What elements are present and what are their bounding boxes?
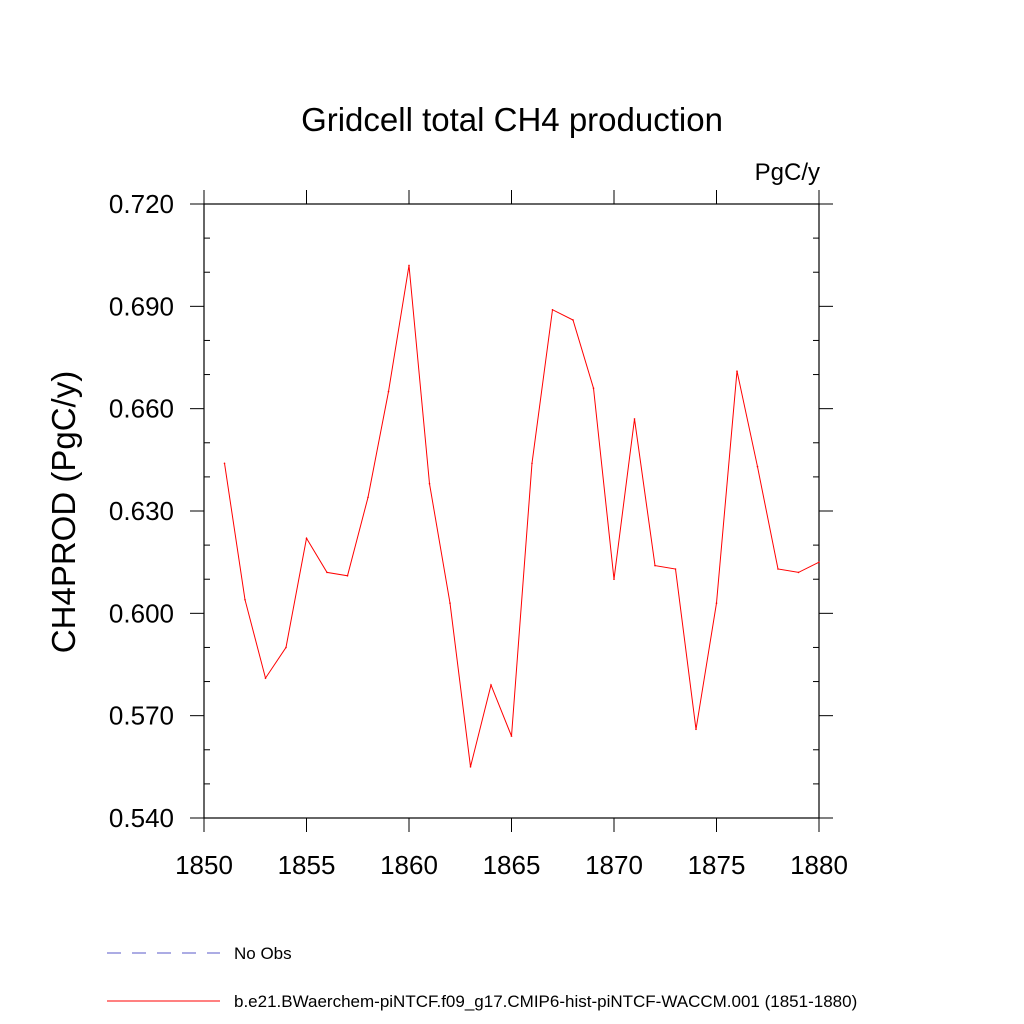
data-point [777, 568, 779, 570]
data-point [756, 465, 759, 468]
data-point [408, 264, 410, 267]
x-tick-label: 1865 [483, 850, 541, 880]
data-point [592, 387, 595, 390]
x-tick-label: 1880 [790, 850, 848, 880]
x-tick-labels: 1850 1855 1860 1865 1870 1875 1880 [175, 850, 848, 880]
legend-entry-label: No Obs [234, 944, 292, 963]
data-point [346, 575, 349, 577]
y-tick-label: 0.600 [109, 598, 174, 628]
legend-entry-label: b.e21.BWaerchem-piNTCF.f09_g17.CMIP6-his… [234, 992, 857, 1011]
data-point [613, 578, 615, 581]
x-tick-label: 1850 [175, 850, 233, 880]
series-layer [223, 264, 820, 768]
y-tick-label: 0.720 [109, 189, 174, 219]
data-point [326, 571, 328, 574]
data-point [715, 602, 718, 604]
y-axis-label: CH4PROD (PgC/y) [45, 371, 82, 653]
data-point [449, 602, 451, 604]
data-point [285, 646, 287, 649]
data-point [551, 308, 554, 311]
data-point [223, 462, 226, 465]
y-tick-label: 0.660 [109, 394, 174, 424]
data-point [695, 728, 697, 731]
x-tick-label: 1855 [278, 850, 336, 880]
data-point [531, 462, 533, 465]
data-point [490, 684, 492, 686]
data-point [367, 496, 369, 499]
x-tick-label: 1870 [585, 850, 643, 880]
data-point [305, 537, 308, 540]
data-point [572, 319, 574, 321]
y-tick-label: 0.690 [109, 291, 174, 321]
y-tick-label: 0.540 [109, 803, 174, 833]
chart-title: Gridcell total CH4 production [301, 101, 723, 138]
data-point [633, 418, 636, 420]
y-tick-label: 0.630 [109, 496, 174, 526]
y-tick-label: 0.570 [109, 701, 174, 731]
series-line [224, 265, 820, 767]
data-point [674, 568, 677, 570]
x-tick-label: 1860 [380, 850, 438, 880]
plot-frame [203, 203, 820, 819]
y-tick-labels: 0.540 0.570 0.600 0.630 0.660 0.690 0.720 [109, 189, 174, 833]
units-label: PgC/y [755, 159, 820, 186]
data-point [654, 564, 656, 567]
data-point [736, 370, 738, 372]
data-point [387, 390, 390, 393]
legend: No Obs b.e21.BWaerchem-piNTCF.f09_g17.CMI… [107, 944, 857, 1011]
tick-marks [190, 190, 833, 832]
data-point [428, 482, 431, 485]
data-point [510, 735, 513, 737]
data-point [469, 766, 472, 768]
data-point [818, 561, 820, 563]
data-point [264, 677, 267, 679]
data-point [797, 571, 800, 574]
data-point [244, 598, 246, 601]
x-tick-label: 1875 [688, 850, 746, 880]
